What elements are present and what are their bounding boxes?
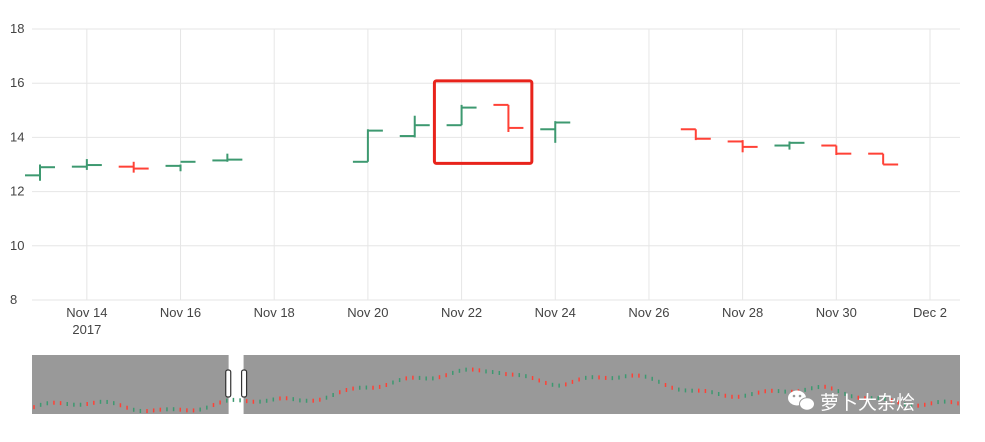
y-axis-ticks: 8 10 12 14 16 18 [10, 21, 24, 307]
highlight-box [432, 79, 534, 165]
ohlc-bar[interactable] [540, 121, 571, 143]
wechat-icon [788, 390, 815, 411]
range-slider-right-handle[interactable] [240, 369, 248, 398]
watermark-text: 萝卜大杂烩 [820, 392, 915, 414]
ohlc-bar[interactable] [680, 128, 711, 141]
x-tick-label: Nov 30 [816, 305, 857, 320]
y-tick-label: 12 [10, 184, 24, 199]
x-tick-label: Nov 20 [347, 305, 388, 320]
ohlc-bar[interactable] [165, 160, 196, 172]
ohlc-bar[interactable] [352, 129, 383, 163]
y-tick-label: 8 [10, 292, 17, 307]
ohlc-bar[interactable] [868, 152, 899, 166]
ohlc-bar[interactable] [446, 104, 477, 127]
x-tick-label: Nov 24 [535, 305, 576, 320]
range-slider[interactable]: 萝卜大杂烩 [32, 355, 961, 414]
ohlc-bar[interactable] [774, 141, 805, 150]
x-axis-ticks: Nov 14 2017 Nov 16 Nov 18 Nov 20 Nov 22 Nov 24… [66, 305, 947, 337]
x-tick-label: Nov 22 [441, 305, 482, 320]
ohlc-bar[interactable] [821, 144, 852, 156]
ohlc-bar[interactable] [493, 103, 524, 132]
gridlines [32, 28, 960, 301]
range-slider-left-handle[interactable] [225, 369, 232, 398]
y-tick-label: 14 [10, 129, 24, 144]
range-slider-mask-right [243, 355, 961, 414]
watermark: 萝卜大杂烩 [788, 390, 915, 414]
y-tick-label: 18 [10, 21, 24, 36]
x-tick-label: Dec 2 [913, 305, 947, 320]
x-tick-label: Nov 28 [722, 305, 763, 320]
ohlc-bar[interactable] [25, 164, 55, 181]
range-slider-mini-series [33, 367, 959, 414]
y-tick-label: 10 [10, 238, 24, 253]
ohlc-bar[interactable] [118, 161, 149, 173]
x-tick-label: Nov 26 [628, 305, 669, 320]
ohlc-bars[interactable] [25, 103, 899, 181]
y-tick-label: 16 [10, 75, 24, 90]
ohlc-bar[interactable] [399, 115, 430, 138]
ohlc-bar[interactable] [71, 159, 102, 170]
range-slider-mask-left [32, 355, 229, 414]
ohlc-bar[interactable] [727, 140, 758, 153]
x-tick-label: Nov 16 [160, 305, 201, 320]
x-tick-sublabel: 2017 [72, 322, 101, 337]
ohlc-bar[interactable] [212, 153, 243, 162]
x-tick-label: Nov 14 [66, 305, 107, 320]
x-tick-label: Nov 18 [254, 305, 295, 320]
